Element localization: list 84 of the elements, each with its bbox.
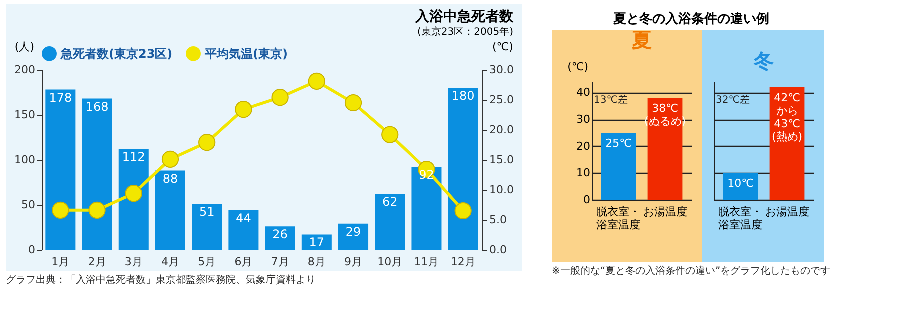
- y-tick-label: 30: [576, 113, 590, 126]
- y2-tick-label: 20.0: [490, 124, 514, 136]
- annotation: 32℃差: [716, 94, 750, 106]
- point: [454, 202, 472, 220]
- data-label: 168: [86, 100, 109, 114]
- chart-subtitle: (東京23区：2005年): [418, 26, 514, 38]
- bar: [448, 88, 478, 250]
- data-label: 10℃: [728, 177, 754, 190]
- bar: [338, 224, 369, 250]
- bar: [302, 234, 332, 250]
- point: [52, 202, 70, 219]
- y-tick-label: 200: [14, 64, 36, 76]
- y-tick-label: 100: [14, 154, 36, 166]
- y2-tick-label: 15.0: [490, 154, 514, 166]
- data-label: 112: [122, 150, 146, 164]
- y-axis-title: (人): [14, 40, 34, 54]
- bar: [46, 90, 76, 250]
- data-label: 26: [272, 228, 288, 242]
- y-tick-label: 0: [28, 244, 36, 256]
- point: [162, 150, 180, 168]
- x-tick-label: お湯温度: [765, 206, 810, 218]
- bar: [375, 194, 406, 250]
- annotation: 13℃差: [594, 94, 628, 106]
- point: [272, 89, 289, 106]
- y-tick-label: 0: [584, 194, 590, 206]
- y2-tick-label: 30.0: [490, 64, 514, 76]
- data-label: 88: [162, 172, 178, 186]
- point: [198, 134, 216, 152]
- y-tick-label: 150: [14, 108, 36, 122]
- y-tick-label: 40: [576, 86, 590, 100]
- chart-title: 入浴中急死者数: [414, 9, 514, 25]
- data-label: 42℃ から 43℃ (熱め): [772, 91, 803, 144]
- y2-tick-label: 10.0: [490, 184, 514, 196]
- y-tick-label: 20: [576, 140, 590, 153]
- data-label: 62: [382, 195, 398, 210]
- x-tick-label: 脱衣室・浴室温度: [596, 206, 641, 232]
- point: [344, 94, 362, 112]
- data-label: 51: [199, 205, 215, 220]
- point: [308, 72, 326, 90]
- bar: [265, 226, 296, 250]
- point: [235, 101, 252, 118]
- y2-axis-title: (℃): [492, 40, 514, 54]
- data-label: 29: [346, 224, 362, 239]
- x-tick-label: 8月: [308, 256, 326, 268]
- bar: [82, 98, 112, 250]
- x-tick-label: 7月: [271, 256, 290, 268]
- text: ※一般的な“夏と冬の入浴条件の違い”をグラフ化したものです: [552, 264, 831, 278]
- chart-title: 夏と冬の入浴条件の違い例: [612, 10, 770, 28]
- data-label: 180: [452, 89, 475, 103]
- data-label: 178: [49, 90, 72, 105]
- legend-label: 平均気温(東京): [204, 46, 288, 61]
- bar: [228, 210, 259, 250]
- x-tick-label: 9月: [344, 256, 363, 268]
- x-tick-label: 5月: [198, 256, 216, 268]
- chart-subtitle: 冬: [753, 49, 774, 73]
- y-tick-label: 10: [576, 166, 590, 180]
- x-tick-label: 11月: [414, 256, 440, 268]
- chart-subtitle: 夏: [631, 28, 652, 52]
- point: [125, 185, 142, 202]
- x-tick-label: 1月: [52, 256, 70, 268]
- x-tick-label: 3月: [124, 256, 143, 268]
- x-tick-label: 脱衣室・浴室温度: [718, 206, 763, 232]
- legend-label: 急死者数(東京23区): [60, 46, 173, 61]
- bar: [155, 170, 186, 250]
- y2-tick-label: 5.0: [490, 214, 507, 226]
- y2-tick-label: 0.0: [490, 244, 507, 256]
- data-label: 17: [309, 236, 325, 250]
- y-tick-label: 50: [22, 198, 36, 212]
- x-tick-label: 2月: [88, 256, 106, 268]
- y2-tick-label: 25.0: [490, 94, 514, 106]
- x-tick-label: お湯温度: [643, 206, 688, 218]
- data-label: 44: [236, 211, 252, 226]
- y-axis-title: (℃): [568, 60, 588, 74]
- x-tick-label: 10月: [378, 256, 403, 268]
- text: グラフ出典：「入浴中急死者数」東京都監察医務院、気象庁資料より: [6, 274, 317, 287]
- point: [382, 126, 399, 144]
- point: [88, 202, 106, 219]
- bar: [118, 149, 149, 250]
- bar: [412, 167, 442, 250]
- x-tick-label: 4月: [161, 256, 180, 268]
- x-tick-label: 6月: [234, 256, 253, 268]
- bar: [192, 204, 222, 250]
- data-label: 25℃: [606, 136, 632, 150]
- x-tick-label: 12月: [450, 256, 476, 268]
